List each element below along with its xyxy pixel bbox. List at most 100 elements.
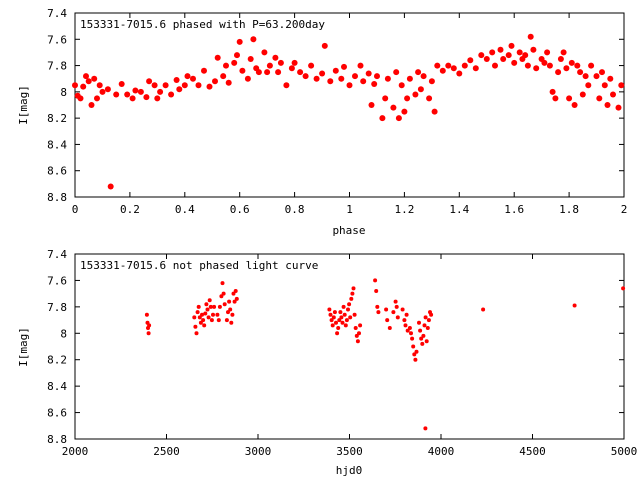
unphased-data-point bbox=[375, 304, 380, 309]
phased-data-point bbox=[146, 78, 153, 85]
phased-data-point bbox=[412, 91, 419, 98]
unphased-data-point bbox=[195, 310, 200, 315]
unphased-x-tick-label: 3000 bbox=[245, 445, 272, 458]
unphased-data-point bbox=[425, 326, 430, 330]
phased-data-point bbox=[291, 59, 298, 66]
phased-data-point bbox=[382, 95, 389, 102]
phased-data-point bbox=[618, 82, 625, 89]
phased-data-point bbox=[72, 82, 78, 89]
unphased-data-point bbox=[146, 331, 151, 336]
phased-data-point bbox=[346, 82, 353, 89]
unphased-data-point bbox=[329, 318, 334, 323]
phased-data-point bbox=[266, 62, 273, 69]
phased-data-point bbox=[275, 69, 282, 76]
phased-data-point bbox=[415, 69, 422, 76]
unphased-data-point bbox=[424, 339, 429, 344]
phased-data-point bbox=[549, 88, 556, 95]
phased-x-tick-label: 1.8 bbox=[559, 203, 579, 216]
phased-x-tick-label: 2 bbox=[621, 203, 628, 216]
unphased-data-point bbox=[373, 278, 378, 283]
phased-data-point bbox=[431, 108, 438, 115]
phased-data-point bbox=[601, 82, 608, 89]
unphased-x-tick-label: 3500 bbox=[336, 445, 363, 458]
phased-data-point bbox=[104, 86, 111, 93]
unphased-data-point bbox=[197, 315, 202, 320]
phased-data-point bbox=[77, 95, 84, 102]
phased-data-point bbox=[524, 62, 531, 69]
unphased-y-tick-label: 7.6 bbox=[47, 274, 67, 287]
unphased-data-point bbox=[409, 331, 413, 336]
unphased-x-tick-label: 4000 bbox=[428, 445, 455, 458]
unphased-data-point bbox=[402, 318, 407, 323]
unphased-data-point bbox=[340, 320, 345, 325]
unphased-data-point bbox=[352, 312, 357, 317]
phased-data-point bbox=[428, 78, 435, 85]
unphased-data-point bbox=[207, 298, 212, 303]
phased-data-point bbox=[99, 88, 106, 95]
phased-data-point bbox=[195, 82, 202, 89]
phased-data-point bbox=[461, 62, 468, 69]
phased-x-tick-label: 1.4 bbox=[449, 203, 469, 216]
phased-data-point bbox=[297, 69, 304, 76]
unphased-x-tick-label: 2500 bbox=[153, 445, 180, 458]
phased-data-point bbox=[341, 63, 347, 70]
phased-data-point bbox=[368, 102, 375, 108]
unphased-data-point bbox=[224, 318, 229, 323]
phased-data-point bbox=[398, 82, 405, 89]
unphased-data-point bbox=[328, 312, 333, 317]
unphased-data-point bbox=[208, 304, 213, 309]
unphased-data-point bbox=[412, 352, 417, 357]
phased-data-point bbox=[555, 69, 562, 76]
unphased-x-tick-label: 5000 bbox=[611, 445, 638, 458]
phased-data-point bbox=[401, 108, 408, 115]
unphased-y-tick-label: 7.8 bbox=[47, 301, 67, 314]
unphased-data-point bbox=[481, 307, 486, 312]
phased-data-point bbox=[272, 54, 279, 61]
unphased-data-point bbox=[192, 315, 197, 320]
phased-data-point bbox=[168, 91, 175, 98]
phased-data-point bbox=[604, 102, 611, 108]
unphased-data-point bbox=[342, 312, 347, 317]
phased-data-point bbox=[563, 65, 570, 72]
phased-data-point bbox=[404, 95, 411, 102]
phased-data-point bbox=[467, 57, 474, 64]
phased-data-point bbox=[599, 69, 605, 76]
unphased-data-point bbox=[202, 323, 207, 328]
unphased-data-point bbox=[374, 289, 379, 293]
phased-data-point bbox=[118, 81, 125, 87]
unphased-x-tick-label: 4500 bbox=[519, 445, 546, 458]
unphased-data-point bbox=[346, 307, 350, 312]
phased-data-point bbox=[231, 59, 238, 66]
phased-data-point bbox=[255, 69, 262, 76]
phased-data-point bbox=[568, 59, 575, 66]
phased-data-point bbox=[420, 73, 427, 80]
unphased-data-point bbox=[335, 331, 340, 336]
unphased-data-point bbox=[330, 323, 335, 328]
phased-data-point bbox=[129, 95, 136, 102]
unphased-data-point bbox=[411, 344, 416, 349]
phased-data-point bbox=[80, 83, 87, 90]
phased-plot-frame bbox=[74, 12, 625, 198]
phased-x-tick-label: 0.6 bbox=[230, 203, 250, 216]
phased-data-point bbox=[585, 82, 592, 89]
unphased-data-point bbox=[198, 320, 203, 325]
phased-data-points bbox=[72, 33, 625, 190]
phased-data-point bbox=[302, 73, 309, 80]
phased-data-point bbox=[214, 54, 221, 61]
unphased-y-tick-label: 8 bbox=[60, 327, 67, 340]
phased-data-point bbox=[352, 73, 358, 80]
phased-x-tick-label: 1.6 bbox=[504, 203, 524, 216]
unphased-data-point bbox=[391, 310, 396, 315]
phased-data-point bbox=[566, 95, 573, 102]
phased-x-axis-label: phase bbox=[332, 224, 365, 237]
phased-data-point bbox=[277, 59, 284, 66]
phased-data-point bbox=[357, 62, 364, 69]
phased-data-point bbox=[497, 46, 504, 53]
unphased-data-point bbox=[395, 315, 400, 320]
phased-data-point bbox=[511, 59, 518, 66]
unphased-data-point bbox=[201, 318, 206, 323]
unphased-data-point bbox=[423, 315, 428, 320]
unphased-data-point bbox=[327, 307, 332, 312]
phased-chart-title: 153331-7015.6 phased with P=63.200day bbox=[80, 18, 325, 31]
